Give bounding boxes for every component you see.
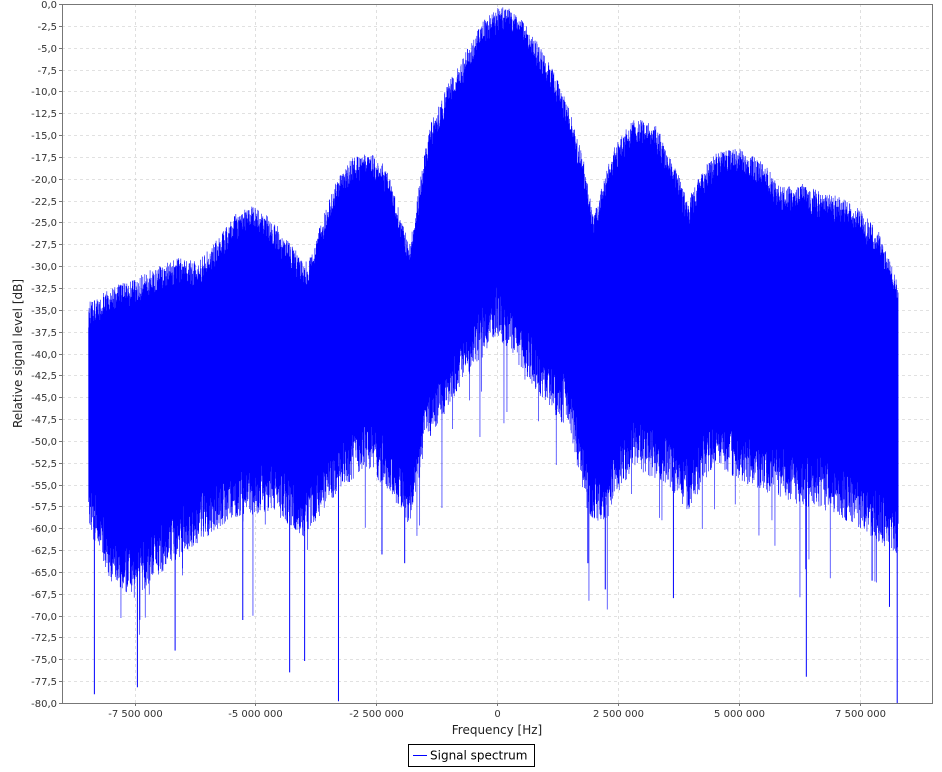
series-signal-spectrum-line (88, 7, 899, 635)
x-tick-label: -7 500 000 (108, 709, 163, 720)
y-tick-label: -77,5 (31, 677, 57, 688)
y-tick-label: -5,0 (37, 44, 57, 55)
y-tick-label: -72,5 (31, 633, 57, 644)
y-tick-label: -10,0 (31, 87, 57, 98)
x-tick-label: -2 500 000 (349, 709, 404, 720)
y-tick-label: -65,0 (31, 568, 57, 579)
y-tick-label: 0,0 (41, 0, 57, 11)
y-tick-label: -20,0 (31, 175, 57, 186)
x-tick-label: 0 (494, 709, 500, 720)
y-tick-label: -15,0 (31, 131, 57, 142)
y-tick-label: -62,5 (31, 546, 57, 557)
y-tick-label: -12,5 (31, 109, 57, 120)
x-tick-label: 2 500 000 (593, 709, 644, 720)
legend: Signal spectrum (408, 744, 535, 767)
y-axis-ticks: 0,0 -2,5 -5,0 -7,5 -10,0 -12,5 -15,0 -17,5 -20,0… (31, 0, 62, 710)
series-layer (88, 7, 899, 703)
y-tick-label: -32,5 (31, 284, 57, 295)
x-tick-label: 5 000 000 (714, 709, 765, 720)
y-tick-label: -37,5 (31, 328, 57, 339)
y-tick-label: -60,0 (31, 524, 57, 535)
y-tick-label: -47,5 (31, 415, 57, 426)
y-tick-label: -22,5 (31, 197, 57, 208)
y-tick-label: -35,0 (31, 306, 57, 317)
y-tick-label: -55,0 (31, 481, 57, 492)
y-axis-title: Relative signal level [dB] (11, 279, 25, 428)
legend-entry-signal-spectrum: Signal spectrum (430, 749, 527, 763)
y-tick-label: -17,5 (31, 153, 57, 164)
y-tick-label: -57,5 (31, 502, 57, 513)
y-tick-label: -2,5 (37, 22, 57, 33)
legend-box (408, 744, 535, 767)
x-axis-title: Frequency [Hz] (452, 723, 543, 737)
x-axis-ticks: -7 500 000 -5 000 000 -2 500 000 0 2 500 000… (108, 703, 886, 720)
y-tick-label: -42,5 (31, 371, 57, 382)
y-tick-label: -67,5 (31, 590, 57, 601)
y-tick-label: -50,0 (31, 437, 57, 448)
y-tick-label: -70,0 (31, 612, 57, 623)
y-tick-label: -27,5 (31, 240, 57, 251)
y-tick-label: -80,0 (31, 699, 57, 710)
y-tick-label: -40,0 (31, 350, 57, 361)
x-tick-label: -5 000 000 (228, 709, 283, 720)
y-tick-label: -52,5 (31, 459, 57, 470)
y-tick-label: -30,0 (31, 262, 57, 273)
y-tick-label: -45,0 (31, 393, 57, 404)
y-tick-label: -7,5 (37, 66, 57, 77)
y-tick-label: -25,0 (31, 218, 57, 229)
x-tick-label: 7 500 000 (835, 709, 886, 720)
y-tick-label: -75,0 (31, 655, 57, 666)
